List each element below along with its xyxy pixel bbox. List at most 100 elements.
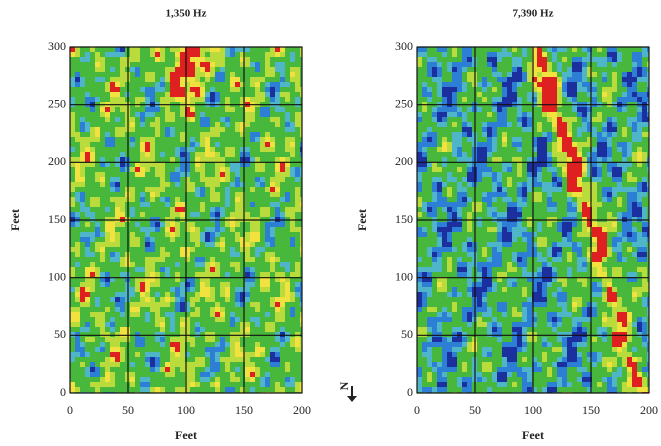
heat-cell xyxy=(130,262,135,267)
heat-cell xyxy=(80,357,85,362)
heat-cell xyxy=(245,342,250,347)
heat-cell xyxy=(195,157,200,162)
heat-cell xyxy=(527,47,532,52)
heat-cell xyxy=(85,352,90,357)
heat-cell xyxy=(582,72,587,77)
heat-cell xyxy=(270,107,275,112)
heat-cell xyxy=(195,72,200,77)
heat-cell xyxy=(632,117,637,122)
heat-cell xyxy=(457,157,462,162)
heat-cell xyxy=(622,182,627,187)
heat-cell xyxy=(215,202,220,207)
heat-cell xyxy=(150,72,155,77)
heat-cell xyxy=(145,97,150,102)
heat-cell xyxy=(427,87,432,92)
heat-cell xyxy=(205,252,210,257)
heat-cell xyxy=(150,97,155,102)
heat-cell xyxy=(572,182,577,187)
heat-cell xyxy=(255,317,260,322)
heat-cell xyxy=(235,252,240,257)
heat-cell xyxy=(155,347,160,352)
heat-cell xyxy=(275,107,280,112)
heat-cell xyxy=(230,252,235,257)
heat-cell xyxy=(270,237,275,242)
heat-cell xyxy=(190,202,195,207)
heat-cell xyxy=(275,47,280,52)
heat-cell xyxy=(115,152,120,157)
heat-cell xyxy=(220,312,225,317)
heat-cell xyxy=(582,87,587,92)
heat-cell xyxy=(195,357,200,362)
heat-cell xyxy=(507,87,512,92)
heat-cell xyxy=(280,292,285,297)
heat-cell xyxy=(280,107,285,112)
heat-cell xyxy=(205,167,210,172)
heat-cell xyxy=(607,62,612,67)
heat-cell xyxy=(285,337,290,342)
heat-cell xyxy=(577,207,582,212)
heat-cell xyxy=(617,177,622,182)
heat-cell xyxy=(100,272,105,277)
heat-cell xyxy=(437,67,442,72)
heat-cell xyxy=(447,167,452,172)
heat-cell xyxy=(165,317,170,322)
heat-cell xyxy=(290,232,295,237)
heat-cell xyxy=(130,72,135,77)
heat-cell xyxy=(175,112,180,117)
heat-cell xyxy=(512,192,517,197)
heat-cell xyxy=(235,362,240,367)
heat-cell xyxy=(170,172,175,177)
heat-cell xyxy=(427,197,432,202)
heat-cell xyxy=(642,187,647,192)
heat-cell xyxy=(110,92,115,97)
heat-cell xyxy=(537,82,542,87)
heat-cell xyxy=(250,137,255,142)
heat-cell xyxy=(427,72,432,77)
heat-cell xyxy=(145,62,150,67)
heat-cell xyxy=(612,192,617,197)
heat-cell xyxy=(285,182,290,187)
heat-cell xyxy=(90,157,95,162)
heat-cell xyxy=(270,342,275,347)
heat-cell xyxy=(205,67,210,72)
figure: N 0501001502000501001502002503001,350 Hz… xyxy=(0,0,661,446)
heat-cell xyxy=(452,212,457,217)
heat-cell xyxy=(215,342,220,347)
heat-cell xyxy=(155,272,160,277)
heat-cell xyxy=(80,262,85,267)
heat-cell xyxy=(70,262,75,267)
heat-cell xyxy=(115,227,120,232)
heat-cell xyxy=(295,367,300,372)
heat-cell xyxy=(280,272,285,277)
heat-cell xyxy=(110,127,115,132)
heat-cell xyxy=(80,57,85,62)
heat-cell xyxy=(75,287,80,292)
heat-cell xyxy=(95,167,100,172)
heat-cell xyxy=(110,147,115,152)
heat-cell xyxy=(477,77,482,82)
heat-cell xyxy=(290,297,295,302)
heat-cell xyxy=(220,257,225,262)
heat-cell xyxy=(120,247,125,252)
heat-cell xyxy=(250,272,255,277)
heat-cell xyxy=(250,317,255,322)
heat-cell xyxy=(160,377,165,382)
heat-cell xyxy=(457,92,462,97)
heat-cell xyxy=(602,117,607,122)
heat-cell xyxy=(295,352,300,357)
heat-cell xyxy=(85,377,90,382)
heat-cell xyxy=(145,122,150,127)
heat-cell xyxy=(447,222,452,227)
heat-cell xyxy=(90,117,95,122)
heat-cell xyxy=(70,357,75,362)
heat-cell xyxy=(120,77,125,82)
heat-cell xyxy=(255,212,260,217)
heat-cell xyxy=(120,317,125,322)
heat-cell xyxy=(512,222,517,227)
heat-cell xyxy=(637,152,642,157)
heat-cell xyxy=(522,142,527,147)
heat-cell xyxy=(215,302,220,307)
heat-cell xyxy=(100,362,105,367)
heat-cell xyxy=(165,82,170,87)
heat-cell xyxy=(190,257,195,262)
